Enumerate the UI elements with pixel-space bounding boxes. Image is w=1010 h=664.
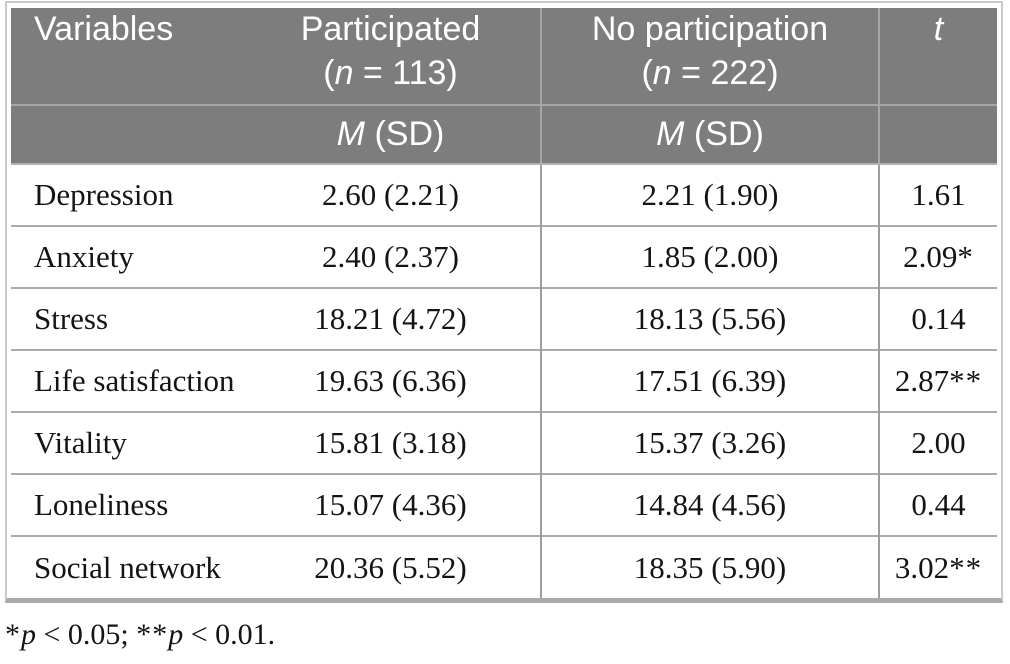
- table-row: Anxiety 2.40 (2.37) 1.85 (2.00) 2.09*: [11, 225, 997, 288]
- header-no-participation-msd: M (SD): [540, 105, 879, 165]
- cell-no-participation-msd: 1.85 (2.00): [540, 225, 879, 288]
- cell-participated-msd: 2.60 (2.21): [241, 163, 541, 226]
- cell-participated-msd: 19.63 (6.36): [241, 349, 541, 412]
- cell-no-participation-msd: 17.51 (6.39): [540, 349, 879, 412]
- footnote-condition-2: < 0.01.: [183, 618, 276, 651]
- cell-t-value: 2.87**: [878, 349, 997, 412]
- cell-t-value: 0.14: [878, 287, 997, 350]
- header-variables: Variables: [11, 8, 241, 106]
- cell-participated-msd: 2.40 (2.37): [241, 225, 541, 288]
- results-table-container: Variables Participated (n = 113) No part…: [5, 1, 1003, 603]
- cell-variable: Stress: [11, 287, 241, 350]
- cell-variable: Depression: [11, 163, 241, 226]
- cell-no-participation-msd: 18.35 (5.90): [540, 535, 879, 598]
- footnote-p-symbol-1: p: [21, 618, 36, 651]
- header-t: t: [878, 8, 997, 106]
- cell-variable: Life satisfaction: [11, 349, 241, 412]
- header-participated-msd: M (SD): [241, 105, 541, 165]
- header-no-participation: No participation (n = 222): [540, 8, 879, 106]
- table-row: Depression 2.60 (2.21) 2.21 (1.90) 1.61: [11, 163, 997, 226]
- header-t-label: t: [933, 10, 944, 48]
- cell-no-participation-msd: 18.13 (5.56): [540, 287, 879, 350]
- table-header: Variables Participated (n = 113) No part…: [11, 8, 997, 165]
- cell-no-participation-msd: 2.21 (1.90): [540, 163, 879, 226]
- cell-participated-msd: 20.36 (5.52): [241, 535, 541, 598]
- table-row: Stress 18.21 (4.72) 18.13 (5.56) 0.14: [11, 287, 997, 350]
- cell-participated-msd: 15.07 (4.36): [241, 473, 541, 536]
- header-participated-n: (n = 113): [323, 53, 458, 92]
- cell-participated-msd: 18.21 (4.72): [241, 287, 541, 350]
- footnote-p-symbol-2: p: [168, 618, 184, 651]
- header-stats-empty-t: [878, 105, 997, 165]
- table-body: Depression 2.60 (2.21) 2.21 (1.90) 1.61 …: [11, 163, 997, 598]
- header-stats-empty-variables: [11, 105, 241, 165]
- table-row: Social network 20.36 (5.52) 18.35 (5.90)…: [11, 535, 997, 598]
- cell-no-participation-msd: 15.37 (3.26): [540, 411, 879, 474]
- cell-participated-msd: 15.81 (3.18): [241, 411, 541, 474]
- results-table: Variables Participated (n = 113) No part…: [11, 8, 997, 598]
- cell-t-value: 3.02**: [878, 535, 997, 598]
- cell-variable: Anxiety: [11, 225, 241, 288]
- cell-t-value: 0.44: [878, 473, 997, 536]
- table-footnote: *p < 0.05; **p < 0.01.: [5, 618, 275, 652]
- header-no-participation-title: No participation: [591, 10, 829, 48]
- header-participated: Participated (n = 113): [241, 8, 541, 106]
- cell-t-value: 1.61: [878, 163, 997, 226]
- header-row-stats: M (SD) M (SD): [11, 105, 997, 165]
- cell-variable: Loneliness: [11, 473, 241, 536]
- table-row: Life satisfaction 19.63 (6.36) 17.51 (6.…: [11, 349, 997, 412]
- cell-no-participation-msd: 14.84 (4.56): [540, 473, 879, 536]
- footnote-sig-single: *: [5, 618, 21, 651]
- table-row: Vitality 15.81 (3.18) 15.37 (3.26) 2.00: [11, 411, 997, 474]
- header-participated-title: Participated: [300, 10, 481, 48]
- footnote-sig-double: **: [136, 618, 169, 651]
- cell-variable: Vitality: [11, 411, 241, 474]
- header-variables-label: Variables: [34, 10, 174, 48]
- header-row-groups: Variables Participated (n = 113) No part…: [11, 8, 997, 106]
- cell-t-value: 2.00: [878, 411, 997, 474]
- table-row: Loneliness 15.07 (4.36) 14.84 (4.56) 0.4…: [11, 473, 997, 536]
- header-no-participation-n: (n = 222): [641, 53, 779, 92]
- footnote-condition-1: < 0.05;: [36, 618, 137, 651]
- cell-t-value: 2.09*: [878, 225, 997, 288]
- cell-variable: Social network: [11, 535, 241, 598]
